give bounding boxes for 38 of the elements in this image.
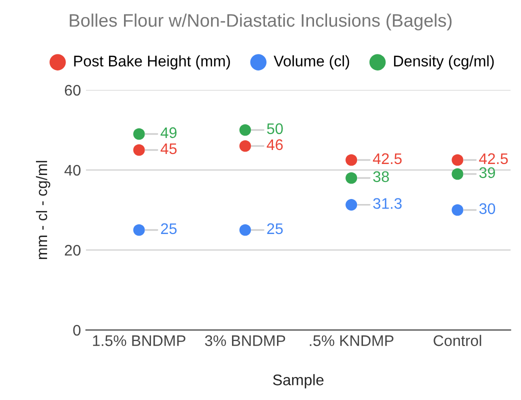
point xyxy=(239,224,252,236)
point xyxy=(133,144,145,156)
data-label: 49 xyxy=(160,127,177,138)
x-tick-label: 3% BNDMP xyxy=(205,335,286,346)
data-label: 31.3 xyxy=(373,198,402,209)
point xyxy=(452,154,464,166)
data-label: 39 xyxy=(479,167,496,178)
y-tick-label: 60 xyxy=(64,84,81,96)
y-tick-label: 0 xyxy=(73,324,81,336)
chart-title: Bolles Flour w/Non-Diastatic Inclusions (Bagels) xyxy=(70,14,452,30)
data-label: 46 xyxy=(266,139,283,150)
point xyxy=(346,172,358,184)
data-label: 45 xyxy=(160,143,177,154)
data-label: 42.5 xyxy=(479,153,508,164)
legend-label: Volume (cl) xyxy=(274,55,350,70)
point xyxy=(452,204,464,216)
y-tick-label: 40 xyxy=(64,164,81,176)
data-label: 50 xyxy=(267,123,283,134)
legend-label: Density (cg/ml) xyxy=(394,55,494,70)
point xyxy=(133,128,145,140)
data-label: 42.5 xyxy=(372,153,402,164)
x-tick-label: Control xyxy=(434,334,482,346)
point xyxy=(239,140,252,152)
y-tick-label: 20 xyxy=(64,244,81,256)
point xyxy=(452,168,464,180)
data-label: 25 xyxy=(161,223,177,234)
x-tick-label: .5% KNDMP xyxy=(310,335,394,346)
data-label: 25 xyxy=(267,223,283,234)
point xyxy=(239,124,252,136)
x-tick-label: 1.5% BNDMP xyxy=(93,335,186,346)
data-label: 38 xyxy=(373,171,389,182)
point xyxy=(346,198,358,211)
point xyxy=(346,154,358,166)
legend-label: Post Bake Height (mm) xyxy=(74,55,230,70)
x-axis-title: Sample xyxy=(273,374,324,388)
data-label: 30 xyxy=(479,203,496,214)
point xyxy=(133,224,145,236)
y-axis-title: mm - cl - cg/ml xyxy=(36,160,50,260)
